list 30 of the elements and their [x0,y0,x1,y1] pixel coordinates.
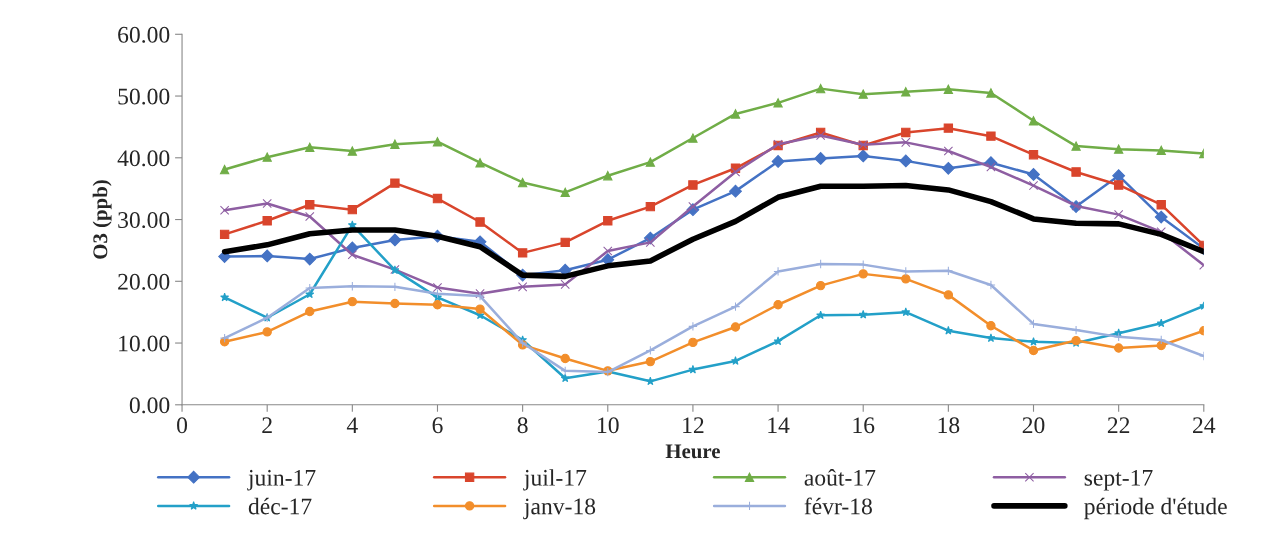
y-tick-label: 40.00 [117,150,170,167]
x-tick-label: 14 [768,417,790,433]
x-tick-label: 18 [938,417,960,434]
legend-label: période d'étude [1084,497,1227,520]
legend-label: juin-17 [247,469,316,491]
x-tick-label: 10 [598,417,619,434]
x-tick-label: 8 [517,417,528,434]
legend-label: févr-18 [804,497,872,515]
y-tick-label: 0.00 [129,397,170,414]
y-tick-label: 30.00 [118,212,170,229]
x-tick-label: 0 [177,417,188,434]
y-tick-label: 50.00 [118,88,170,105]
x-tick-label: 20 [1022,417,1045,434]
x-tick-label: 4 [346,417,358,433]
legend-label: juil-17 [523,469,587,491]
x-tick-label: 22 [1107,417,1130,433]
x-tick-label: 2 [262,417,272,433]
x-tick-label: 16 [853,417,875,434]
x-tick-label: 6 [432,417,443,434]
legend-label: août-17 [804,469,876,486]
x-axis-title: Heure [665,444,720,459]
legend-label: déc-17 [248,497,312,515]
y-axis-title: O3 (ppb) [92,180,112,259]
y-tick-label: 60.00 [118,26,170,43]
x-tick-label: 12 [683,417,704,433]
x-tick-label: 24 [1193,417,1216,433]
y-tick-label: 20.00 [118,273,170,290]
legend-label: janv-18 [523,498,596,520]
legend-label: sept-17 [1084,469,1153,491]
y-tick-label: 10.00 [119,335,170,352]
